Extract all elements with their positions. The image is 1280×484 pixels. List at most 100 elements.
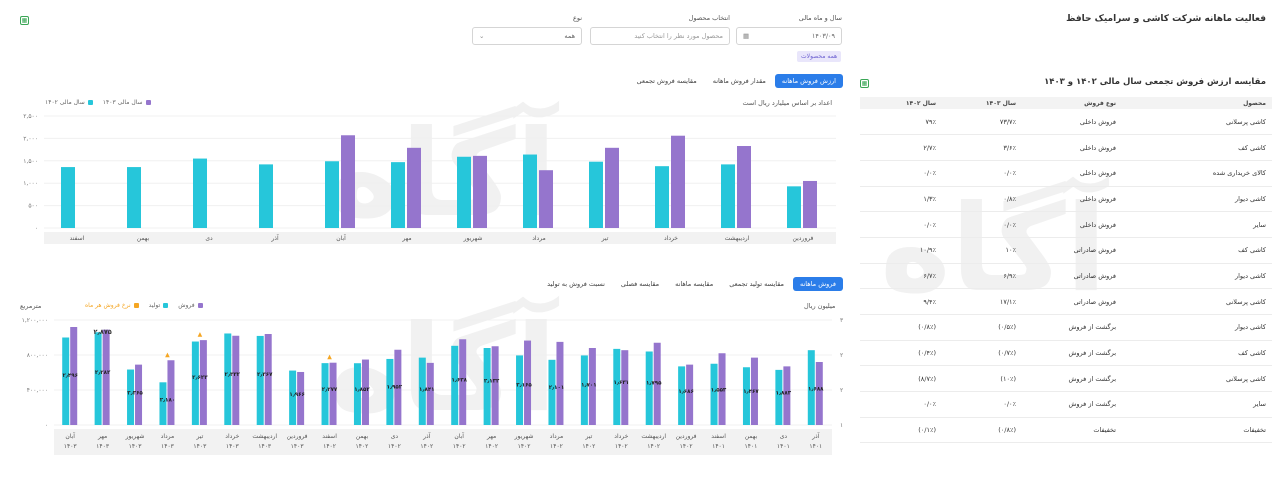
bar-sales[interactable] <box>62 337 70 426</box>
bar-production[interactable] <box>783 366 791 425</box>
bar-1402[interactable] <box>737 146 751 228</box>
bar-sales[interactable] <box>94 332 102 425</box>
bar-1402[interactable] <box>341 135 355 228</box>
x-tick-label: ۱۴۰۳ <box>96 443 110 450</box>
bar-sales[interactable] <box>386 358 394 425</box>
x-tick-label: ۱۴۰۲ <box>323 443 336 450</box>
bar-production[interactable] <box>426 362 434 425</box>
bar-production[interactable] <box>718 353 726 425</box>
bar-production[interactable] <box>264 334 272 425</box>
bar-1403[interactable] <box>523 154 537 228</box>
table-cell: کالای خریداری شده <box>1122 160 1272 187</box>
bar-production[interactable] <box>524 340 532 425</box>
page-title: فعالیت ماهانه شرکت کاشی و سرامیک حافظ <box>1066 14 1266 24</box>
bar-production[interactable] <box>653 342 661 425</box>
tab-4[interactable]: نسبت فروش به تولید <box>547 280 605 288</box>
bar-production[interactable] <box>135 364 143 425</box>
bar-sales[interactable] <box>289 370 297 425</box>
bar-production[interactable] <box>686 364 694 425</box>
x-tick-label: اسفند <box>322 433 337 440</box>
bar-sales[interactable] <box>807 350 815 425</box>
excel-export-icon[interactable]: ▦ <box>20 16 29 25</box>
bar-1403[interactable] <box>325 161 339 228</box>
year-select[interactable]: ۱۴۰۳/۰۹ ▦ <box>736 27 842 45</box>
bar-sales[interactable] <box>353 363 361 425</box>
bar-1403[interactable] <box>193 158 207 228</box>
table-cell: تخفیفات <box>1122 417 1272 444</box>
bar-1403[interactable] <box>391 162 405 228</box>
tab-0[interactable]: فروش ماهانه <box>793 277 843 291</box>
bar-sales[interactable] <box>418 357 426 425</box>
bar-1403[interactable] <box>787 186 801 228</box>
bar-sales[interactable] <box>678 366 686 425</box>
table-cell: ۹/۴٪ <box>860 288 942 315</box>
bar-sales[interactable] <box>451 345 459 425</box>
bar-production[interactable] <box>815 362 823 425</box>
tab-2[interactable]: مقایسه ماهانه <box>675 280 714 288</box>
bar-1402[interactable] <box>539 170 553 228</box>
tab-3[interactable]: مقایسه فصلی <box>620 280 660 288</box>
bar-value-label: ۲٫۱۶۵ <box>516 383 532 389</box>
bar-1402[interactable] <box>407 147 421 228</box>
tab-1[interactable]: مقدار فروش ماهانه <box>712 77 766 85</box>
bar-1403[interactable] <box>589 161 603 228</box>
x-tick-label: شهریور <box>125 433 145 440</box>
bar-value-label: ۱٫۶۸۶ <box>678 389 693 395</box>
bar-1403[interactable] <box>457 156 471 228</box>
bar-value-label: ۱٫۶۳۱ <box>614 380 629 386</box>
bar-production[interactable] <box>491 346 499 425</box>
bar-sales[interactable] <box>548 359 556 425</box>
bar-sales[interactable] <box>483 348 491 425</box>
bar-1403[interactable] <box>655 166 669 228</box>
bar-1402[interactable] <box>473 155 487 228</box>
monthly-sales-value-chart: ۰ ۵۰۰ ۱,۰۰۰ ۱,۵۰۰ ۲,۰۰۰ ۲,۵۰۰ فروردین اردیبهشت خ… <box>23 113 836 244</box>
bar-production[interactable] <box>361 359 369 425</box>
bar-sales[interactable] <box>613 348 621 425</box>
tab-2[interactable]: مقایسه فروش تجمعی <box>636 77 697 85</box>
bar-sales[interactable] <box>256 335 264 425</box>
bar-sales[interactable] <box>645 351 653 426</box>
product-select[interactable]: محصول مورد نظر را انتخاب کنید <box>590 27 730 45</box>
product-filter-tag[interactable]: همه محصولات <box>797 51 842 62</box>
bar-1403[interactable] <box>127 167 141 228</box>
bar-sales[interactable] <box>191 341 199 425</box>
bar-sales[interactable] <box>159 382 167 425</box>
tab-1[interactable]: مقایسه تولید تجمعی <box>729 280 784 288</box>
excel-export-icon[interactable]: ▦ <box>860 79 869 88</box>
legend-1403: سال مالی ۱۴۰۳ <box>103 99 151 106</box>
tab-0[interactable]: ارزش فروش ماهانه <box>774 74 843 88</box>
bar-production[interactable] <box>102 329 110 425</box>
table-title: مقایسه ارزش فروش تجمعی سال مالی ۱۴۰۲ و ۱… <box>1044 77 1266 87</box>
bar-sales[interactable] <box>127 369 135 425</box>
bar-sales[interactable] <box>321 363 329 425</box>
bar-sales[interactable] <box>742 367 750 425</box>
bar-production[interactable] <box>588 348 596 425</box>
bar-sales[interactable] <box>775 369 783 425</box>
bar-sales[interactable] <box>224 333 232 425</box>
x-tick-label: تیر <box>601 235 609 242</box>
bar-production[interactable] <box>556 341 564 425</box>
bar-1403[interactable] <box>721 164 735 228</box>
bar-1402[interactable] <box>605 147 619 228</box>
bar-production[interactable] <box>621 350 629 425</box>
bar-1402[interactable] <box>671 135 685 228</box>
bar-sales[interactable] <box>710 363 718 425</box>
bar-sales[interactable] <box>516 355 524 425</box>
ratio-marker-icon: ▲ <box>327 354 332 361</box>
bar-production[interactable] <box>199 340 207 425</box>
bar-production[interactable] <box>394 349 402 425</box>
bar-production[interactable] <box>750 357 758 425</box>
table-cell: تخفیفات <box>1022 417 1122 444</box>
type-select[interactable]: همه ⌄ <box>472 27 582 45</box>
bar-value-label: ۲٫۶۲۳ <box>192 375 208 381</box>
bar-production[interactable] <box>70 327 78 425</box>
bar-sales[interactable] <box>580 355 588 425</box>
bar-production[interactable] <box>297 371 305 425</box>
bar-production[interactable] <box>167 360 175 425</box>
bar-1403[interactable] <box>61 167 75 228</box>
bar-production[interactable] <box>459 339 467 425</box>
bar-1402[interactable] <box>803 180 817 228</box>
bar-1403[interactable] <box>259 164 273 228</box>
bar-production[interactable] <box>329 362 337 425</box>
bar-production[interactable] <box>232 335 240 425</box>
